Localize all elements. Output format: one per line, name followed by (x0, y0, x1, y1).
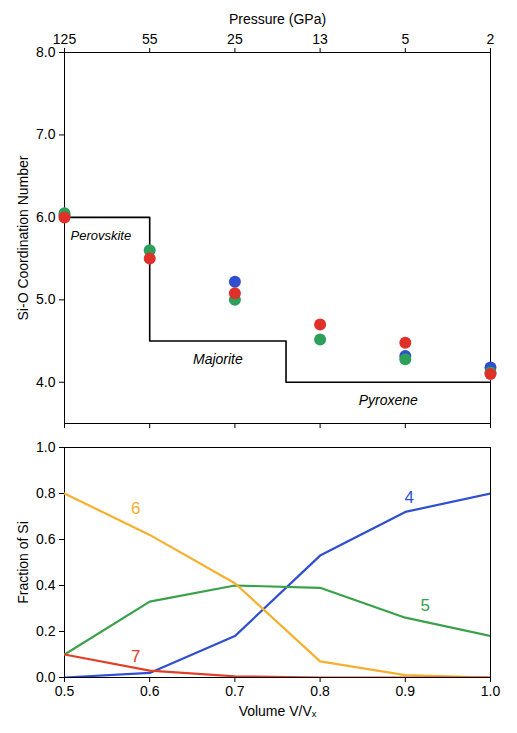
svg-text:7.0: 7.0 (36, 126, 56, 142)
svg-text:0.9: 0.9 (396, 683, 416, 699)
svg-text:25: 25 (227, 31, 243, 47)
svg-text:1.0: 1.0 (481, 683, 501, 699)
svg-text:6: 6 (131, 499, 140, 518)
svg-text:0.8: 0.8 (310, 683, 330, 699)
svg-text:6.0: 6.0 (36, 209, 56, 225)
svg-text:0.5: 0.5 (55, 683, 75, 699)
svg-text:0.8: 0.8 (36, 485, 56, 501)
svg-text:7: 7 (131, 647, 140, 666)
svg-text:1.0: 1.0 (36, 439, 56, 455)
svg-text:Si-O Coordination Number: Si-O Coordination Number (15, 155, 31, 320)
svg-text:Pressure (GPa): Pressure (GPa) (229, 11, 326, 27)
svg-text:Pyroxene: Pyroxene (359, 392, 418, 408)
svg-text:2: 2 (487, 31, 495, 47)
svg-text:125: 125 (53, 31, 77, 47)
svg-text:0.2: 0.2 (36, 623, 56, 639)
svg-text:5.0: 5.0 (36, 291, 56, 307)
svg-text:Perovskite: Perovskite (71, 228, 132, 243)
svg-text:Volume V/Vₓ: Volume V/Vₓ (239, 703, 317, 719)
svg-text:4.0: 4.0 (36, 374, 56, 390)
svg-text:0.7: 0.7 (225, 683, 245, 699)
svg-text:55: 55 (142, 31, 158, 47)
svg-text:0.6: 0.6 (36, 531, 56, 547)
svg-text:0.4: 0.4 (36, 577, 56, 593)
svg-text:13: 13 (312, 31, 328, 47)
svg-text:4: 4 (405, 488, 414, 507)
svg-text:Majorite: Majorite (193, 351, 243, 367)
svg-text:5: 5 (421, 596, 430, 615)
svg-text:8.0: 8.0 (36, 44, 56, 60)
svg-text:Fraction of Si: Fraction of Si (15, 521, 31, 603)
svg-text:0.6: 0.6 (140, 683, 160, 699)
svg-text:5: 5 (401, 31, 409, 47)
svg-text:0.0: 0.0 (36, 669, 56, 685)
